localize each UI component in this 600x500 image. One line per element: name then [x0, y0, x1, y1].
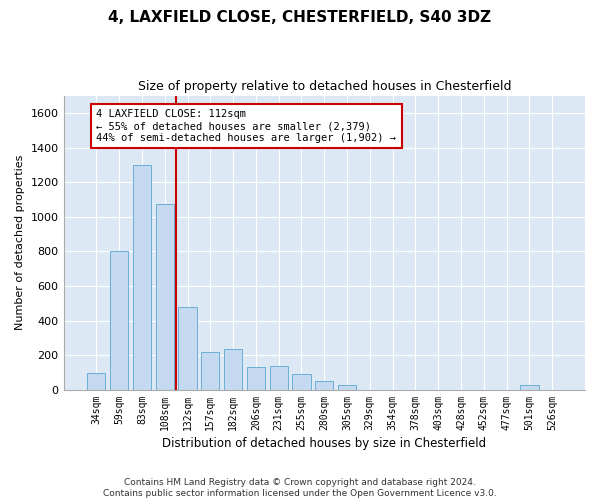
Bar: [155, 204, 174, 390]
Title: Size of property relative to detached houses in Chesterfield: Size of property relative to detached ho…: [137, 80, 511, 93]
X-axis label: Distribution of detached houses by size in Chesterfield: Distribution of detached houses by size …: [162, 437, 487, 450]
Bar: [315, 382, 334, 390]
Bar: [87, 372, 106, 390]
Bar: [133, 165, 151, 390]
Bar: [178, 307, 197, 390]
Text: Contains HM Land Registry data © Crown copyright and database right 2024.
Contai: Contains HM Land Registry data © Crown c…: [103, 478, 497, 498]
Y-axis label: Number of detached properties: Number of detached properties: [15, 155, 25, 330]
Text: 4 LAXFIELD CLOSE: 112sqm
← 55% of detached houses are smaller (2,379)
44% of sem: 4 LAXFIELD CLOSE: 112sqm ← 55% of detach…: [97, 110, 397, 142]
Bar: [224, 349, 242, 390]
Text: 4, LAXFIELD CLOSE, CHESTERFIELD, S40 3DZ: 4, LAXFIELD CLOSE, CHESTERFIELD, S40 3DZ: [109, 10, 491, 25]
Bar: [201, 352, 220, 390]
Bar: [247, 366, 265, 390]
Bar: [110, 252, 128, 390]
Bar: [338, 384, 356, 390]
Bar: [520, 384, 539, 390]
Bar: [292, 374, 311, 390]
Bar: [269, 366, 288, 390]
